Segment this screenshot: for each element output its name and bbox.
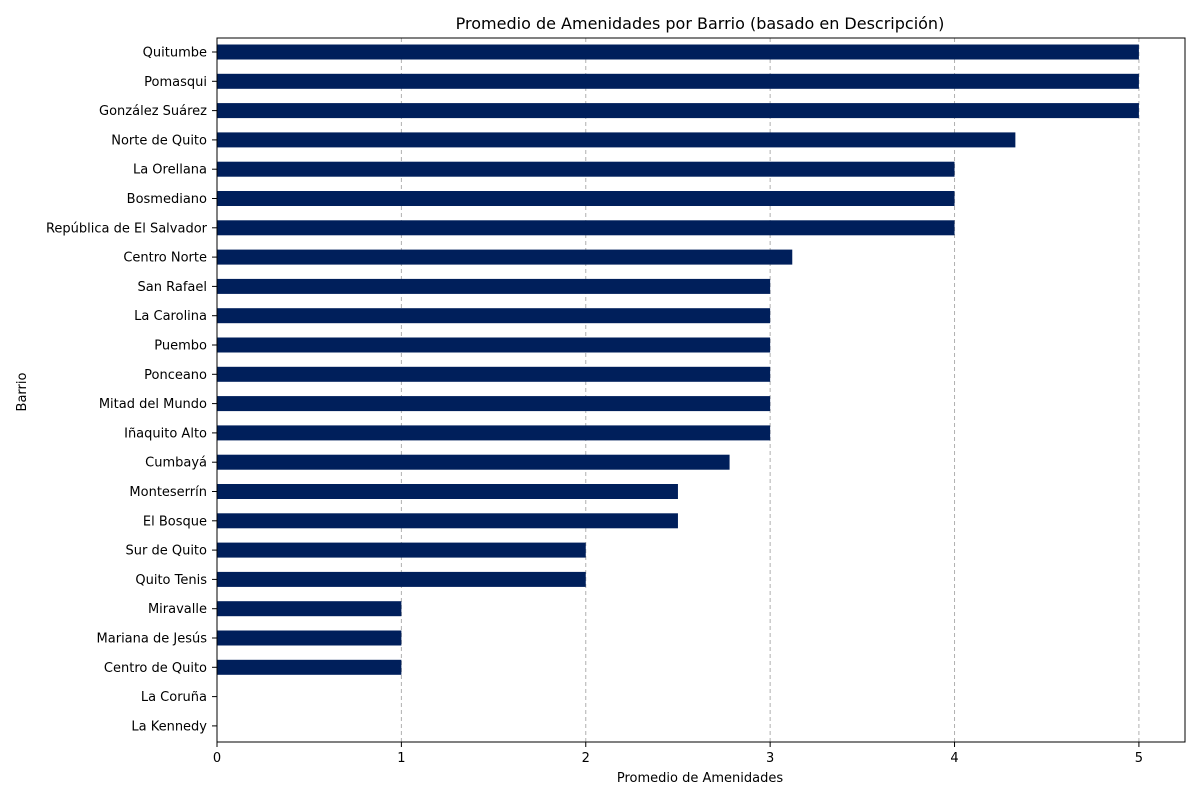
bar-7 — [217, 249, 793, 265]
y-tick-label-8: San Rafael — [138, 280, 207, 295]
y-tick-label-6: República de El Salvador — [46, 221, 208, 236]
y-tick-label-4: La Orellana — [133, 163, 207, 178]
y-tick-label-0: Quitumbe — [143, 46, 207, 61]
chart-title: Promedio de Amenidades por Barrio (basad… — [456, 14, 945, 33]
y-tick-label-13: Iñaquito Alto — [124, 426, 207, 441]
bar-1 — [217, 73, 1139, 89]
y-tick-label-21: Centro de Quito — [104, 661, 207, 676]
bar-18 — [217, 571, 586, 587]
x-tick-label-1: 1 — [397, 751, 405, 766]
bar-9 — [217, 308, 771, 324]
x-tick-label-3: 3 — [766, 751, 774, 766]
x-tick-label-4: 4 — [950, 751, 958, 766]
bar-0 — [217, 44, 1139, 60]
bar-11 — [217, 366, 771, 382]
y-tick-label-10: Puembo — [154, 339, 207, 354]
y-axis-ticks: Quitumbe Pomasqui González Suárez Norte de … — [46, 46, 217, 734]
y-tick-label-1: Pomasqui — [144, 75, 207, 90]
y-tick-label-11: Ponceano — [144, 368, 207, 383]
bar-21 — [217, 659, 402, 675]
y-axis-label: Barrio — [15, 373, 30, 412]
y-tick-label-20: Mariana de Jesús — [97, 632, 208, 647]
bar-14 — [217, 454, 730, 470]
x-axis-label: Promedio de Amenidades — [617, 771, 783, 786]
bar-20 — [217, 630, 402, 646]
y-tick-label-12: Mitad del Mundo — [99, 397, 207, 412]
bar-8 — [217, 278, 771, 294]
bar-6 — [217, 220, 955, 236]
bar-12 — [217, 396, 771, 412]
x-axis-ticks: 0 1 2 3 4 5 — [213, 742, 1143, 766]
bar-16 — [217, 513, 678, 529]
bar-3 — [217, 132, 1016, 148]
bar-4 — [217, 161, 955, 177]
bar-2 — [217, 103, 1139, 119]
bar-19 — [217, 601, 402, 617]
bar-13 — [217, 425, 771, 441]
bar-17 — [217, 542, 586, 558]
y-tick-label-17: Sur de Quito — [126, 544, 208, 559]
y-tick-label-15: Monteserrín — [129, 485, 207, 500]
y-tick-label-18: Quito Tenis — [135, 573, 207, 588]
y-tick-label-22: La Coruña — [141, 690, 207, 705]
bars — [217, 44, 1139, 675]
y-tick-label-9: La Carolina — [134, 309, 207, 324]
y-tick-label-16: El Bosque — [143, 514, 207, 529]
y-tick-label-19: Miravalle — [148, 602, 207, 617]
bar-5 — [217, 191, 955, 206]
y-tick-label-2: González Suárez — [99, 104, 207, 119]
y-tick-label-5: Bosmediano — [127, 192, 207, 207]
x-tick-label-2: 2 — [582, 751, 590, 766]
y-tick-label-7: Centro Norte — [123, 251, 207, 266]
x-tick-label-0: 0 — [213, 751, 221, 766]
x-tick-label-5: 5 — [1135, 751, 1143, 766]
bar-10 — [217, 337, 771, 353]
y-tick-label-3: Norte de Quito — [111, 133, 207, 148]
y-tick-label-14: Cumbayá — [145, 456, 207, 471]
plot-frame — [216, 37, 1186, 743]
y-tick-label-23: La Kennedy — [131, 719, 207, 734]
bar-15 — [217, 484, 678, 499]
